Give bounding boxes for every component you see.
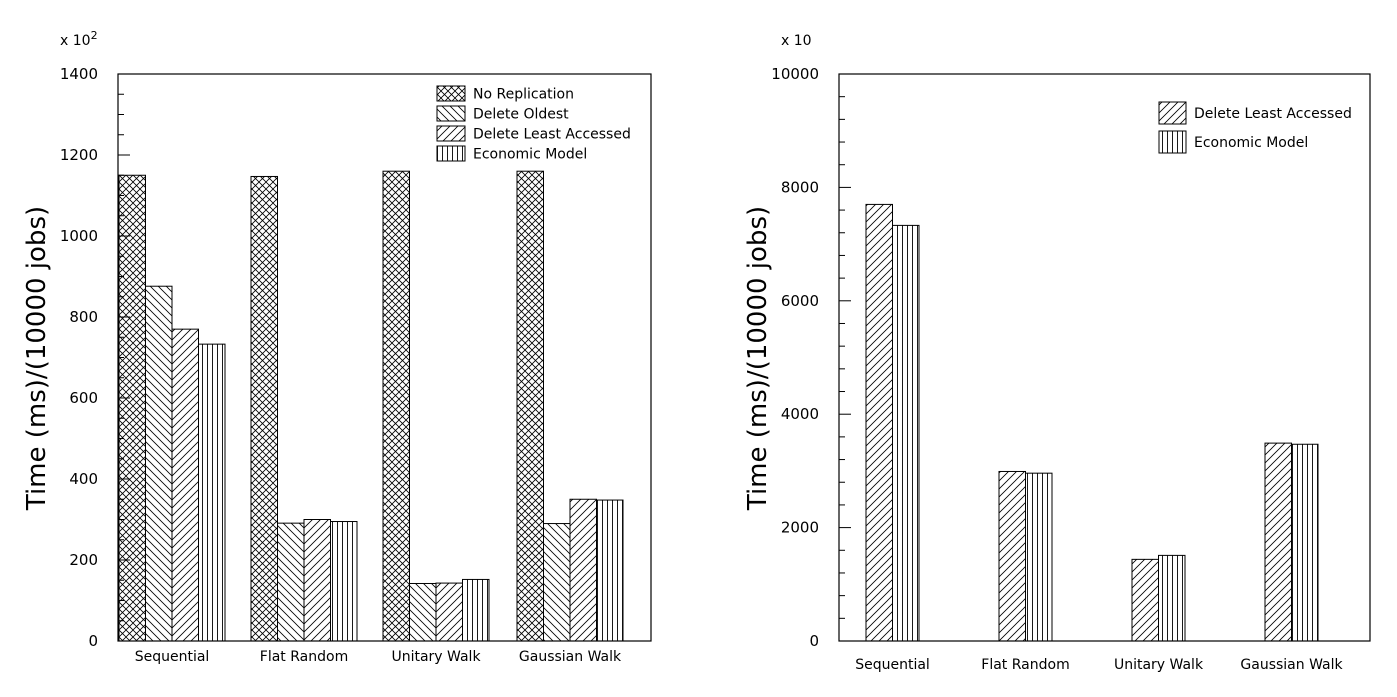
bar-delete-least-accessed-flat-random [303,519,331,642]
y-tick-label: 10000 [771,65,819,83]
bar-economic-model-gaussian-walk [596,499,624,642]
bar-no-replication-gaussian-walk [516,170,544,642]
bar-delete-least-accessed-flat-random [998,470,1026,642]
bar-economic-model-unitary-walk [1158,554,1186,642]
bar-delete-oldest-gaussian-walk [543,523,571,642]
y-tick-label: 6000 [781,292,819,310]
bar-delete-least-accessed-gaussian-walk [1264,442,1292,642]
legend-swatch-delete-least-accessed [436,125,466,142]
y-axis-title: Time (ms)/(10000 jobs) [743,206,773,511]
legend-swatch-economic-model [436,145,466,162]
legend: No Replication Delete Oldest Delete Least … [436,85,631,163]
legend-label-economic-model: Economic Model [473,147,587,163]
y-tick-label: 8000 [781,178,819,196]
bar-no-replication-sequential [118,174,146,642]
bar-group [865,203,1319,642]
y-multiplier-label: x 10 [781,33,812,49]
y-tick-label: 1400 [60,65,98,83]
bar-delete-oldest-flat-random [277,522,305,642]
bar-delete-oldest-unitary-walk [409,582,437,642]
x-tick-label-gaussian-walk: Gaussian Walk [519,649,622,665]
y-tick-label: 1200 [60,146,98,164]
bar-economic-model-sequential [198,343,226,642]
legend: Delete Least Accessed Economic Model [1158,101,1352,154]
bar-no-replication-unitary-walk [382,170,410,642]
x-tick-label-sequential: Sequential [855,657,930,673]
y-tick-label: 800 [69,308,98,326]
y-tick-label: 0 [809,632,819,650]
bar-economic-model-flat-random [1025,472,1053,642]
x-tick-label-gaussian-walk: Gaussian Walk [1240,657,1343,673]
bar-economic-model-unitary-walk [462,578,490,642]
legend-label-no-replication: No Replication [473,87,574,103]
bar-group [118,170,624,642]
bar-economic-model-flat-random [330,521,358,642]
bar-delete-least-accessed-unitary-walk [435,582,463,642]
x-tick-label-unitary-walk: Unitary Walk [391,649,481,665]
chart-left: Time (ms)/(10000 jobs) x 102 0 200 400 600 8… [22,29,652,665]
x-tick-label-unitary-walk: Unitary Walk [1114,657,1204,673]
x-tick-label-flat-random: Flat Random [981,657,1069,673]
bar-delete-least-accessed-gaussian-walk [569,498,597,642]
axes: 0 2000 4000 6000 8000 10000 Sequential Flat Ran… [771,65,1371,673]
bar-delete-least-accessed-unitary-walk [1131,558,1159,642]
bar-economic-model-sequential [892,224,920,642]
y-tick-label: 400 [69,470,98,488]
legend-swatch-economic-model [1158,130,1187,154]
legend-label-delete-oldest: Delete Oldest [473,107,569,123]
x-tick-label-flat-random: Flat Random [260,649,348,665]
legend-swatch-delete-least-accessed [1158,101,1187,125]
y-tick-label: 0 [88,632,98,650]
y-tick-label: 200 [69,551,98,569]
plot-frame [838,73,1371,642]
bar-delete-least-accessed-sequential [171,328,199,642]
legend-swatch-delete-oldest [436,105,466,122]
y-axis-title: Time (ms)/(10000 jobs) [22,206,52,511]
y-tick-label: 1000 [60,227,98,245]
chart-right: Time (ms)/(10000 jobs) x 10 0 2000 4000 600… [743,33,1371,673]
bar-economic-model-gaussian-walk [1291,443,1319,642]
y-tick-label: 2000 [781,519,819,537]
legend-label-delete-least-accessed: Delete Least Accessed [473,127,631,143]
y-tick-label: 4000 [781,405,819,423]
bar-no-replication-flat-random [250,175,278,642]
legend-swatch-no-replication [436,85,466,102]
bar-delete-least-accessed-sequential [865,203,893,642]
y-multiplier-label: x 102 [60,29,98,49]
axes: 0 200 400 600 800 1000 1200 1400 Sequential Flat … [60,65,652,665]
x-tick-label-sequential: Sequential [135,649,210,665]
bar-delete-oldest-sequential [145,285,173,642]
legend-label-economic-model: Economic Model [1194,135,1308,151]
legend-label-delete-least-accessed: Delete Least Accessed [1194,106,1352,122]
y-tick-label: 600 [69,389,98,407]
